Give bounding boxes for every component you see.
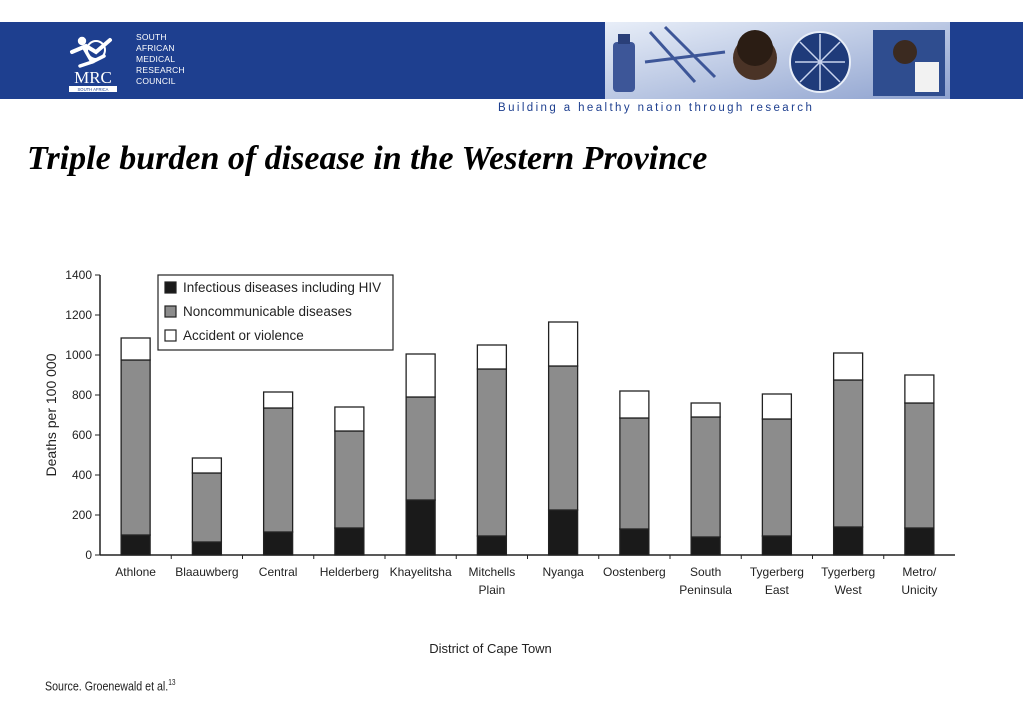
x-tick-label: Unicity xyxy=(901,583,937,597)
bar-segment-injury xyxy=(619,390,650,419)
y-tick-label: 1200 xyxy=(65,308,92,322)
bar-segment-infectious xyxy=(832,526,864,556)
y-ticks: 0 200 400 600 800 1000 1200 1400 xyxy=(65,268,100,562)
bar-segment-injury xyxy=(690,402,721,418)
x-tick-label: Peninsula xyxy=(679,583,732,597)
slide-title: Triple burden of disease in the Western … xyxy=(27,140,708,177)
bar-segment-noncommunicable xyxy=(904,402,935,529)
bar-segment-infectious xyxy=(690,536,721,556)
bar-segment-injury xyxy=(191,457,223,474)
legend-swatch xyxy=(164,305,177,318)
y-axis-label: Deaths per 100 000 xyxy=(43,353,59,476)
legend-swatch xyxy=(164,329,177,342)
x-axis-label: District of Cape Town xyxy=(429,641,552,656)
logo-figure-ring xyxy=(86,40,106,60)
x-tick-label: Oostenberg xyxy=(603,565,666,579)
bar-segment-injury xyxy=(904,374,935,404)
bar-segment-noncommunicable xyxy=(832,379,864,528)
org-name-line: AFRICAN xyxy=(136,43,175,53)
source-citation: Source. Groenewald et al.13 xyxy=(45,678,176,693)
x-tick-label: Tygerberg xyxy=(750,565,804,579)
bar-segment-noncommunicable xyxy=(405,396,436,501)
x-tick-label: Athlone xyxy=(115,565,156,579)
bar-segment-infectious xyxy=(476,535,508,556)
bar-segment-injury xyxy=(832,352,864,381)
bar-segment-infectious xyxy=(619,528,650,556)
x-tick-label: West xyxy=(835,583,863,597)
x-tick-label: East xyxy=(765,583,790,597)
x-tick-label: Nyanga xyxy=(542,565,584,579)
x-tick-label: Blaauwberg xyxy=(175,565,238,579)
bar-segment-injury xyxy=(120,337,151,361)
bar-segment-noncommunicable xyxy=(619,417,650,530)
bar-segment-injury xyxy=(334,406,365,432)
source-ref: 13 xyxy=(168,678,176,687)
org-name-line: RESEARCH xyxy=(136,65,185,75)
x-tick-label: Central xyxy=(259,565,298,579)
bar-segment-noncommunicable xyxy=(191,472,223,543)
org-name-line: COUNCIL xyxy=(136,76,176,86)
y-tick-label: 600 xyxy=(72,428,92,442)
org-name-line: SOUTH xyxy=(136,32,167,42)
bar-segment-noncommunicable xyxy=(262,407,294,533)
x-tick-label: South xyxy=(690,565,721,579)
bar-segment-infectious xyxy=(191,541,223,556)
org-name: SOUTH AFRICAN MEDICAL RESEARCH COUNCIL xyxy=(136,32,185,87)
x-tick-label: Metro/ xyxy=(902,565,937,579)
legend-box xyxy=(157,274,394,351)
y-tick-label: 400 xyxy=(72,468,92,482)
bar-segment-infectious xyxy=(904,527,935,556)
y-tick-label: 1400 xyxy=(65,268,92,282)
x-tick-label: Mitchells xyxy=(469,565,516,579)
tagline: Building a healthy nation through resear… xyxy=(498,102,815,114)
bar-segment-noncommunicable xyxy=(120,359,151,536)
collage-molecule xyxy=(644,25,726,84)
bar-segment-noncommunicable xyxy=(334,430,365,529)
bar-segment-injury xyxy=(476,344,508,370)
y-tick-label: 1000 xyxy=(65,348,92,362)
stacked-bar-chart: 0 200 400 600 800 1000 1200 1400 Athlone Blaauwb… xyxy=(43,268,955,656)
bar-segment-noncommunicable xyxy=(761,418,793,537)
bar-segment-infectious xyxy=(262,531,294,556)
bar-segment-injury xyxy=(262,391,294,409)
x-tick-label: Tygerberg xyxy=(821,565,875,579)
legend-swatch xyxy=(164,281,177,294)
x-tick-label: Plain xyxy=(479,583,506,597)
bar-segment-noncommunicable xyxy=(547,365,579,511)
org-name-line: MEDICAL xyxy=(136,54,176,64)
bar-segment-infectious xyxy=(761,535,793,556)
y-tick-label: 0 xyxy=(85,548,92,562)
x-tick-labels: Athlone Blaauwberg Central Helderberg Khayel… xyxy=(115,555,937,597)
bar-segment-injury xyxy=(405,353,436,398)
x-tick-label: Khayelitsha xyxy=(390,565,452,579)
logo-subtext: SOUTH AFRICA xyxy=(78,87,109,92)
legend-label: Noncommunicable diseases xyxy=(183,304,352,319)
bar-segment-infectious xyxy=(334,527,365,556)
bar-segment-injury xyxy=(761,393,793,420)
legend-label: Accident or violence xyxy=(183,328,304,343)
bar-group xyxy=(120,321,935,556)
bar-segment-infectious xyxy=(405,499,436,556)
logo-figure-head xyxy=(77,36,87,46)
bar-segment-infectious xyxy=(547,509,579,556)
bar-segment-injury xyxy=(547,321,579,367)
bar-segment-noncommunicable xyxy=(476,368,508,537)
x-tick-label: Helderberg xyxy=(320,565,379,579)
y-tick-label: 200 xyxy=(72,508,92,522)
source-text: Source. Groenewald et al. xyxy=(45,678,169,694)
banner-photo-collage xyxy=(605,22,950,99)
bar-segment-infectious xyxy=(120,534,151,556)
collage-bottle xyxy=(613,42,635,92)
logo-text: MRC xyxy=(74,68,112,87)
legend-label: Infectious diseases including HIV xyxy=(183,280,381,295)
y-tick-label: 800 xyxy=(72,388,92,402)
mrc-logo: MRC SOUTH AFRICA xyxy=(66,32,120,94)
legend: Infectious diseases including HIV Noncomm… xyxy=(157,274,394,351)
bar-segment-noncommunicable xyxy=(690,416,721,538)
